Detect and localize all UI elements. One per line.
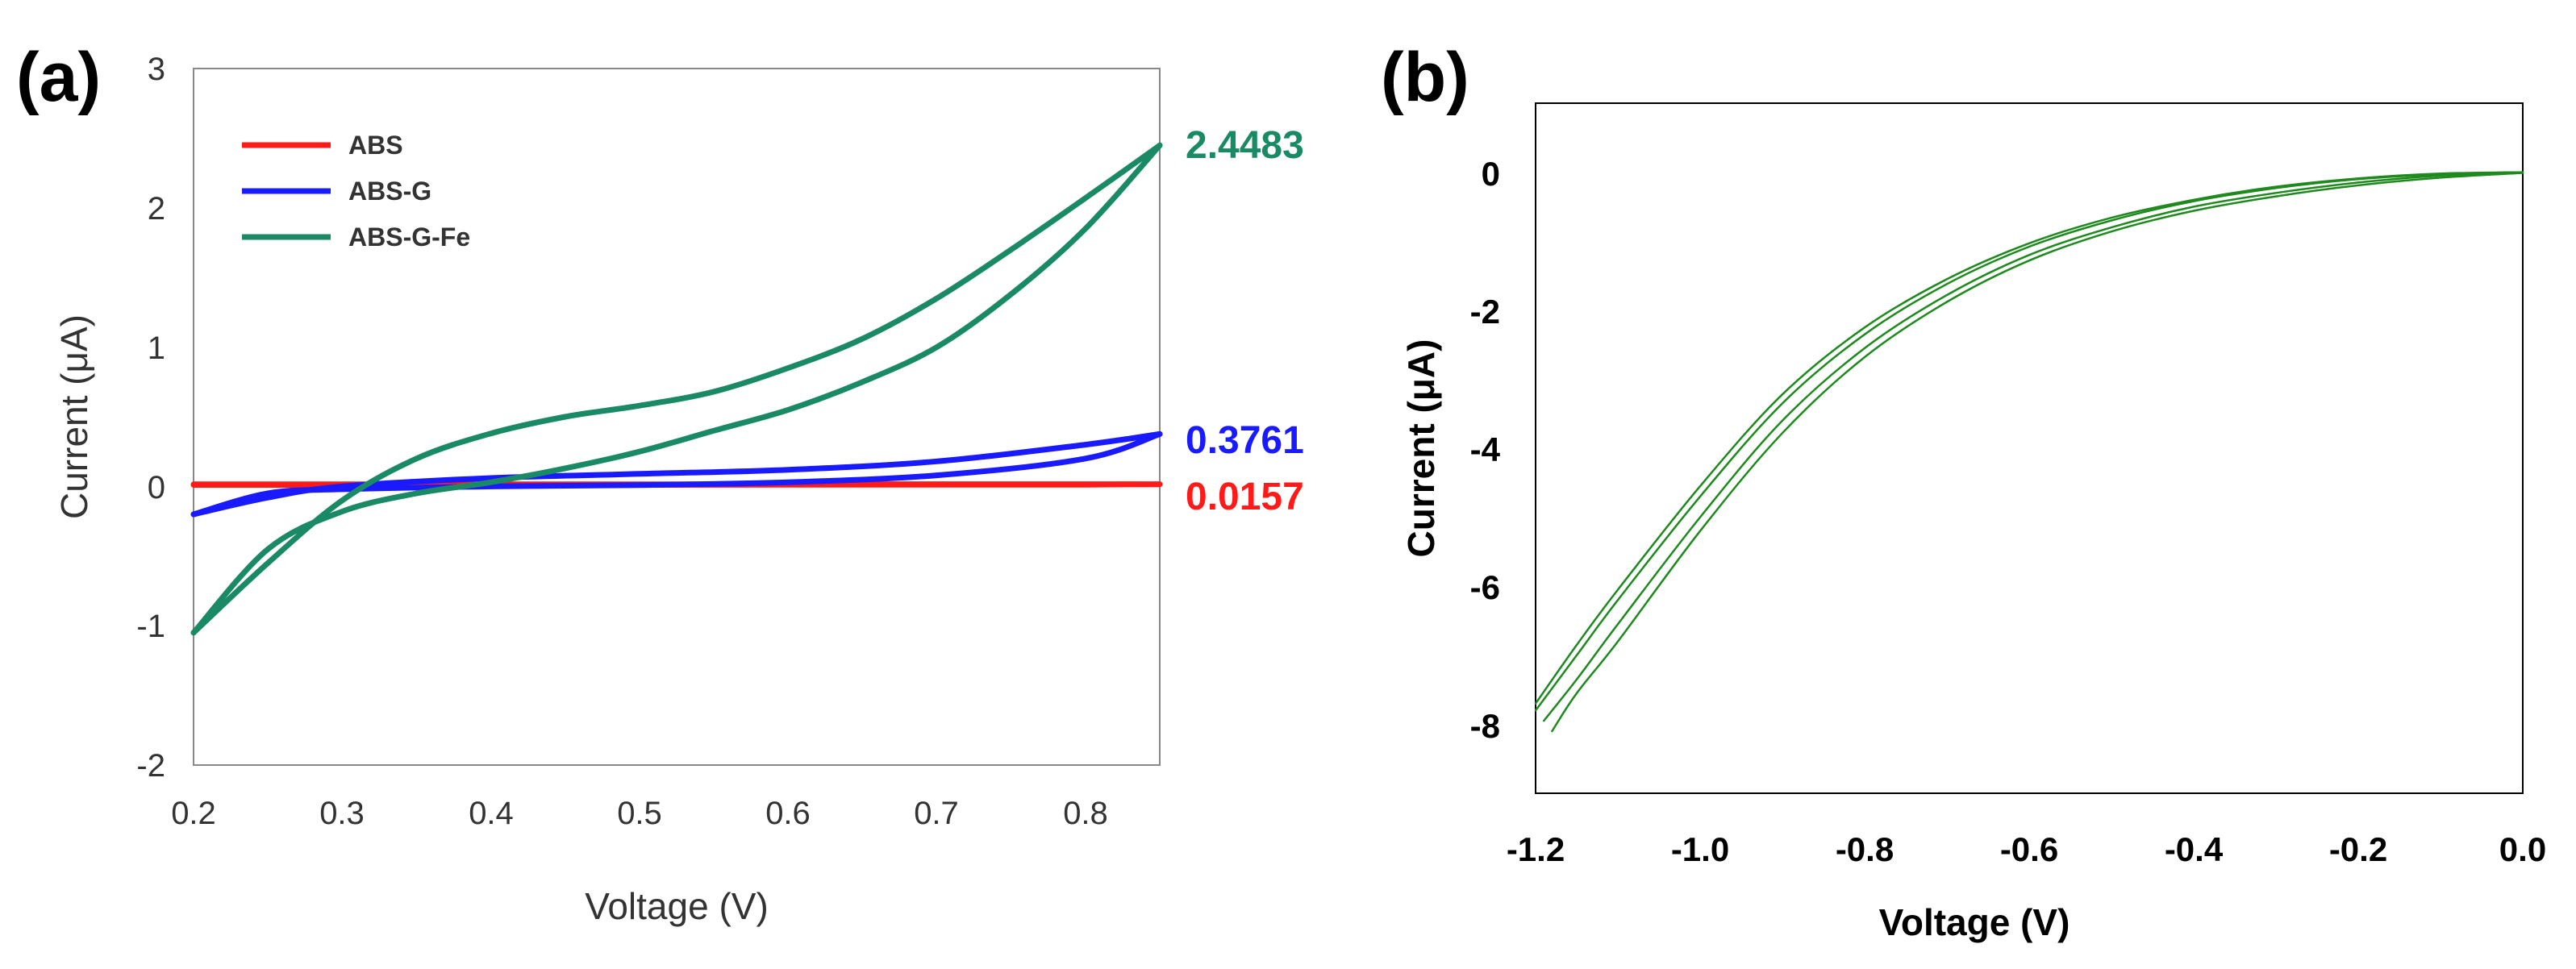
x-axis-title-a: Voltage (V) [585,885,769,927]
y-tick-label: 2 [148,191,165,227]
series-line-loop-2 [1534,171,2524,712]
y-tick-label: -6 [1470,568,1500,606]
x-tick-label: -0.8 [1836,830,1894,868]
series-line-loop-4 [1534,171,2524,705]
x-tick-label: 0.3 [319,796,365,831]
series-line-loop-3 [1551,172,2524,733]
y-tick-label: 1 [148,331,165,366]
end-label-abs: 0.0157 [1186,476,1304,518]
end-label-abs-g-fe: 2.4483 [1186,124,1304,167]
y-axis-title-b: Current (μA) [1400,339,1442,558]
y-tick-label: -1 [136,609,165,644]
x-tick-label: -0.6 [2000,830,2058,868]
x-tick-label: 0.6 [765,796,811,831]
y-axis-title-a: Current (μA) [53,314,95,519]
x-tick-label: -0.4 [2165,830,2224,868]
y-tick-labels-a: -2 -1 0 1 2 3 [136,52,165,784]
legend-entry-abs: ABS [348,131,403,160]
end-value-labels-a: 2.4483 0.3761 0.0157 [1186,124,1304,518]
series-line-abs-g-fe-forward [190,142,1163,636]
x-tick-labels-a: 0.2 0.3 0.4 0.5 0.6 0.7 0.8 [171,796,1108,831]
chart-panel-a: (a) -2 -1 0 1 2 3 0.2 0.3 0.4 0.5 0.6 0.… [16,39,1304,927]
series-line-loop-1 [1542,171,2524,722]
x-tick-labels-b: -1.2 -1.0 -0.8 -0.6 -0.4 -0.2 0.0 [1507,830,2546,868]
panel-label-a: (a) [16,39,101,116]
x-tick-label: 0.0 [2499,830,2546,868]
x-tick-label: 0.4 [469,796,514,831]
x-tick-label: 0.2 [171,796,216,831]
x-tick-label: -0.2 [2329,830,2387,868]
y-tick-label: 3 [148,52,165,87]
x-tick-label: -1.2 [1507,830,1565,868]
x-tick-label: -1.0 [1671,830,1729,868]
x-tick-label: 0.7 [914,796,959,831]
y-tick-label: -2 [1470,293,1500,331]
y-tick-label: -8 [1470,707,1500,745]
series-line-abs-g-backward [190,430,1163,518]
plot-frame-b [1535,102,2524,794]
plot-frame-a [193,68,1161,766]
end-label-abs-g: 0.3761 [1186,419,1304,462]
legend-a: ABS ABS-G ABS-G-Fe [242,131,470,252]
y-tick-label: -2 [136,748,165,784]
y-tick-label: 0 [1482,155,1500,193]
x-tick-label: 0.5 [617,796,662,831]
y-tick-label: 0 [148,470,165,505]
series-line-abs-g-fe-backward [190,142,1163,636]
legend-entry-abs-g: ABS-G [348,177,431,206]
series-lines-a [190,142,1163,636]
chart-panel-b: (b) -8 -6 -4 -2 0 -1.2 -1.0 -0.8 -0.6 -0… [1381,39,2546,943]
series-lines-b [1534,171,2524,733]
x-axis-title-b: Voltage (V) [1879,901,2070,943]
legend-entry-abs-g-fe: ABS-G-Fe [348,222,470,252]
panel-label-b: (b) [1381,39,1469,116]
x-tick-label: 0.8 [1063,796,1108,831]
y-tick-labels-b: -8 -6 -4 -2 0 [1470,155,1501,745]
y-tick-label: -4 [1470,430,1501,468]
